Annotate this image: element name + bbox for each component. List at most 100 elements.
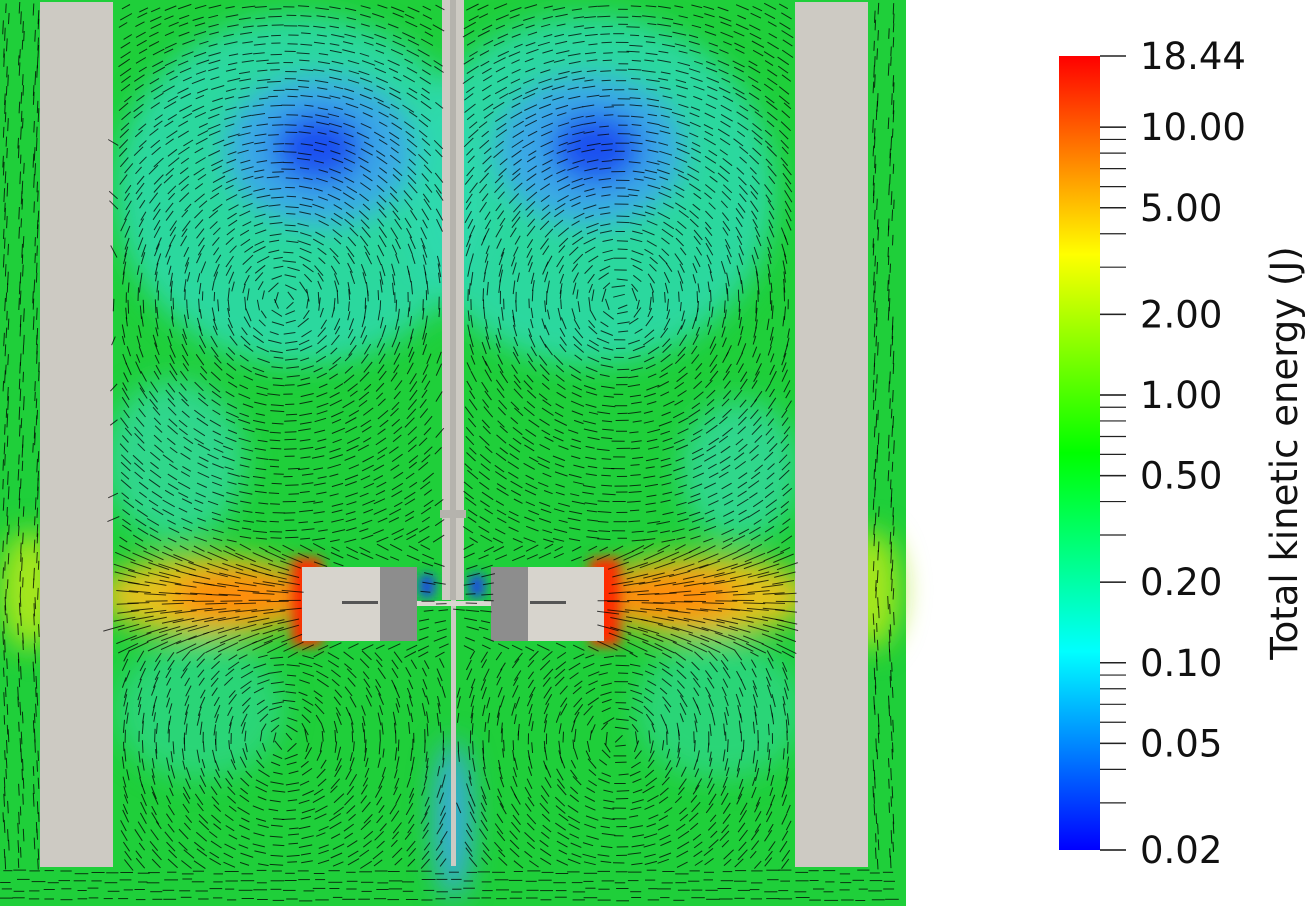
velocity-vector bbox=[679, 334, 688, 347]
velocity-vector bbox=[485, 326, 490, 340]
velocity-vector bbox=[642, 538, 656, 541]
velocity-vector bbox=[602, 311, 615, 320]
velocity-vector bbox=[227, 317, 233, 329]
velocity-vector bbox=[358, 70, 370, 76]
velocity-vector bbox=[393, 685, 401, 699]
velocity-vector bbox=[877, 30, 879, 41]
velocity-vector bbox=[223, 141, 235, 147]
velocity-vector bbox=[162, 454, 174, 463]
velocity-vector bbox=[160, 610, 183, 614]
velocity-vector bbox=[480, 651, 489, 663]
velocity-vector bbox=[873, 667, 876, 680]
velocity-vector bbox=[154, 262, 159, 276]
velocity-vector bbox=[738, 271, 742, 285]
velocity-vector bbox=[419, 626, 429, 631]
velocity-vector bbox=[890, 191, 893, 206]
velocity-vector bbox=[144, 593, 167, 596]
velocity-vector bbox=[633, 740, 640, 753]
velocity-vector bbox=[319, 741, 323, 752]
velocity-vector bbox=[32, 578, 35, 589]
velocity-vector bbox=[689, 121, 701, 128]
velocity-vector bbox=[577, 301, 581, 313]
velocity-vector bbox=[647, 759, 655, 769]
velocity-vector bbox=[299, 439, 311, 442]
velocity-vector bbox=[892, 507, 894, 517]
velocity-vector bbox=[279, 607, 302, 611]
velocity-vector bbox=[874, 19, 877, 31]
velocity-vector bbox=[134, 129, 143, 138]
velocity-vector bbox=[570, 123, 584, 128]
velocity-vector bbox=[126, 346, 131, 357]
velocity-vector bbox=[138, 346, 144, 358]
velocity-vector bbox=[298, 25, 310, 27]
velocity-vector bbox=[148, 562, 170, 571]
velocity-vector bbox=[150, 381, 159, 393]
velocity-vector bbox=[498, 759, 501, 770]
velocity-vector bbox=[671, 626, 694, 634]
velocity-vector bbox=[33, 147, 36, 161]
velocity-vector bbox=[542, 529, 553, 534]
velocity-vector bbox=[149, 31, 159, 38]
velocity-vector bbox=[780, 434, 789, 444]
velocity-vector bbox=[630, 474, 641, 476]
velocity-vector bbox=[284, 224, 296, 227]
velocity-vector bbox=[252, 640, 273, 651]
velocity-vector bbox=[708, 149, 718, 157]
velocity-vector bbox=[468, 283, 471, 295]
velocity-vector bbox=[782, 661, 788, 673]
velocity-vector bbox=[169, 220, 178, 231]
velocity-vector bbox=[136, 265, 140, 275]
velocity-vector bbox=[389, 92, 402, 100]
velocity-vector bbox=[643, 35, 655, 38]
velocity-vector bbox=[586, 740, 591, 753]
velocity-vector bbox=[37, 777, 40, 789]
velocity-vector bbox=[649, 283, 655, 293]
velocity-vector bbox=[623, 581, 646, 587]
velocity-vector bbox=[878, 724, 880, 735]
velocity-vector bbox=[329, 373, 339, 380]
velocity-vector bbox=[690, 493, 701, 498]
velocity-vector bbox=[543, 668, 554, 680]
velocity-vector bbox=[783, 102, 792, 110]
velocity-vector bbox=[752, 335, 757, 345]
velocity-vector bbox=[784, 209, 792, 222]
velocity-vector bbox=[268, 215, 281, 218]
velocity-vector bbox=[269, 863, 284, 866]
velocity-vector bbox=[659, 787, 669, 796]
velocity-vector bbox=[3, 650, 5, 661]
velocity-vector bbox=[737, 544, 751, 552]
velocity-vector bbox=[585, 403, 597, 408]
velocity-vector bbox=[392, 40, 406, 48]
velocity-vector bbox=[139, 282, 141, 293]
velocity-vector bbox=[646, 98, 660, 102]
velocity-vector bbox=[574, 680, 583, 688]
velocity-vector bbox=[17, 696, 19, 708]
velocity-vector bbox=[644, 169, 658, 174]
velocity-vector bbox=[689, 112, 700, 118]
velocity-vector bbox=[417, 49, 430, 57]
velocity-vector bbox=[767, 723, 770, 736]
velocity-vector bbox=[514, 652, 523, 663]
velocity-vector bbox=[511, 33, 521, 38]
velocity-vector bbox=[600, 223, 611, 227]
velocity-vector bbox=[484, 369, 493, 382]
velocity-vector bbox=[888, 704, 890, 717]
velocity-vector bbox=[661, 482, 672, 486]
velocity-vector bbox=[496, 509, 507, 516]
velocity-vector bbox=[470, 314, 474, 328]
velocity-vector bbox=[242, 25, 254, 28]
velocity-vector bbox=[407, 426, 418, 436]
velocity-vector bbox=[184, 203, 192, 212]
velocity-vector bbox=[226, 362, 237, 371]
velocity-vector bbox=[362, 112, 373, 118]
velocity-vector bbox=[654, 561, 676, 570]
velocity-vector bbox=[197, 173, 207, 181]
velocity-vector bbox=[361, 316, 366, 328]
velocity-vector bbox=[34, 649, 37, 664]
velocity-vector bbox=[298, 844, 313, 848]
velocity-vector bbox=[377, 218, 385, 227]
velocity-vector bbox=[392, 831, 400, 840]
velocity-vector bbox=[19, 323, 22, 337]
velocity-vector bbox=[672, 22, 684, 26]
velocity-vector bbox=[33, 613, 35, 626]
